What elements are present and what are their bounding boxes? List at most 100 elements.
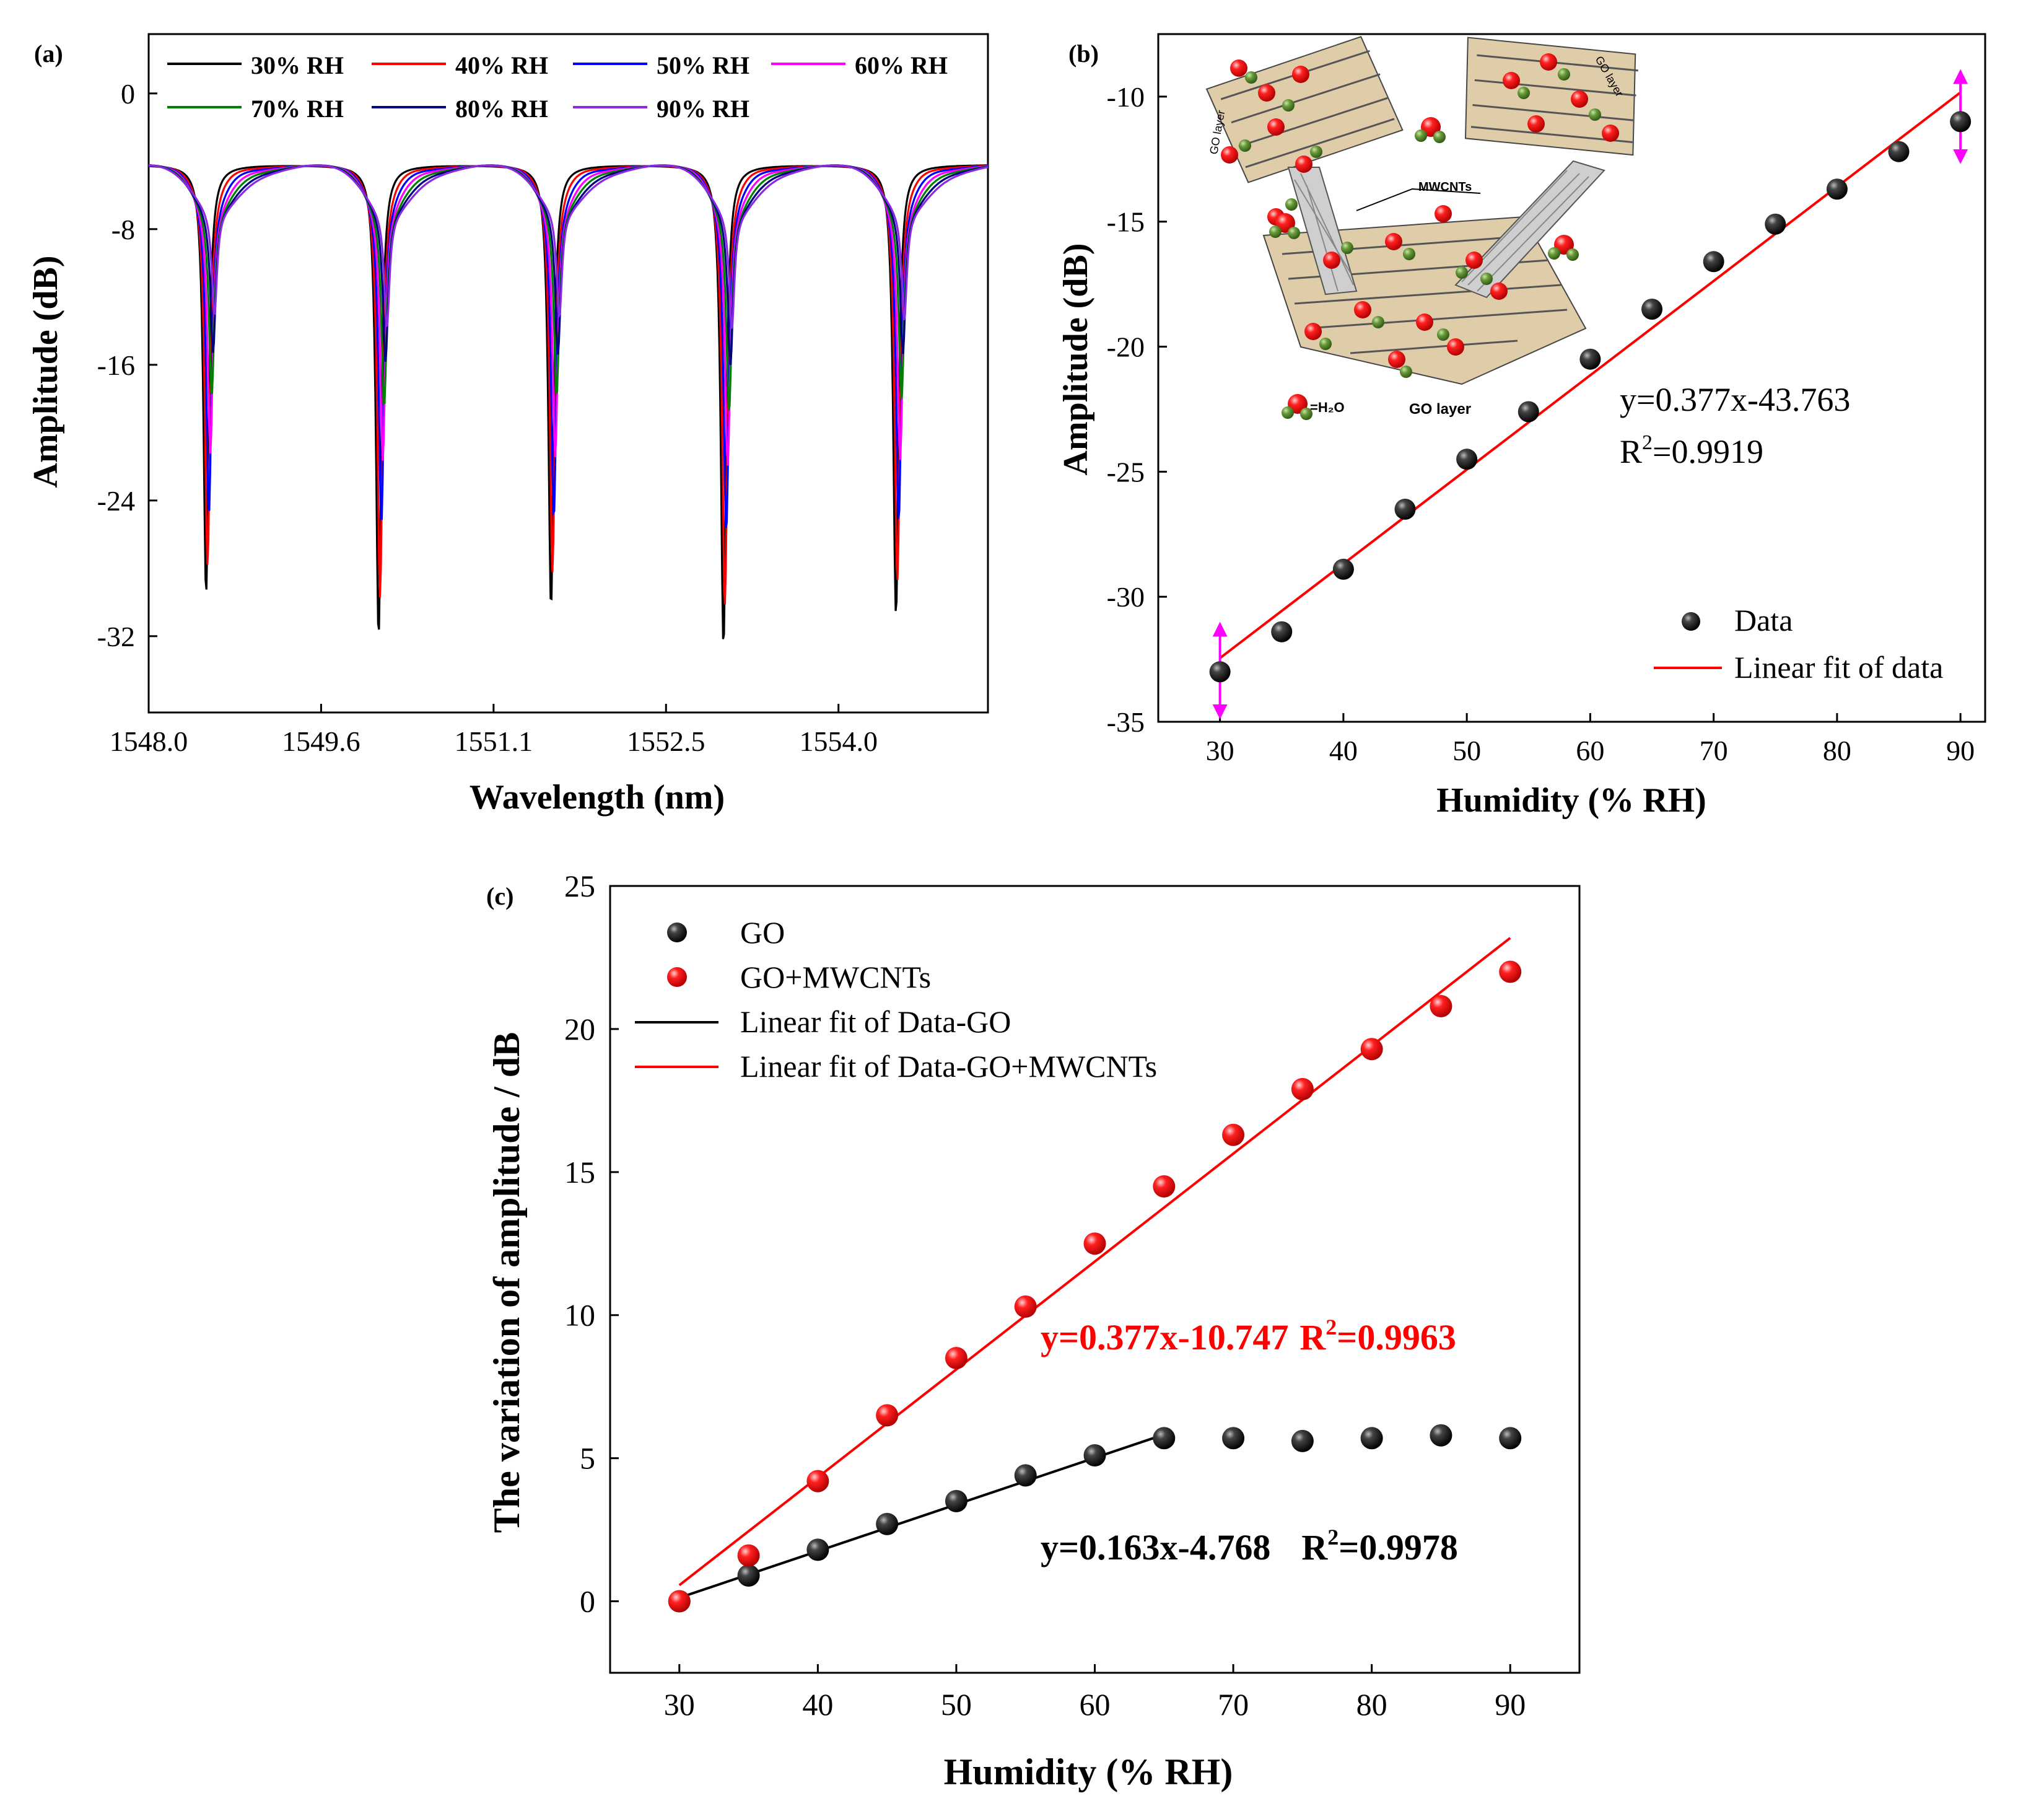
c-go-mwcnts-point xyxy=(668,1590,691,1613)
inset-oxygen-atom xyxy=(1221,146,1238,164)
inset-hydrogen-atom xyxy=(1400,366,1412,378)
inset-hydrogen-atom xyxy=(1437,328,1449,341)
inset-water-hydrogen xyxy=(1548,247,1560,260)
inset-hydrogen-atom xyxy=(1245,71,1257,84)
b-xtick-label: 80 xyxy=(1823,735,1851,766)
c-ytick-label: 10 xyxy=(564,1298,595,1333)
b-ytick-label: -25 xyxy=(1107,456,1145,488)
b-data-point xyxy=(1641,299,1663,320)
panel-a-lines xyxy=(149,164,988,639)
mwcnt-pointer-lines xyxy=(1356,188,1481,211)
panel-a-legend: 30% RH 40% RH 50% RH 60% RH 70% RH 80% RH 90% … xyxy=(167,51,948,123)
panel-b: (b) xyxy=(1057,33,1986,820)
c-xtick-label: 50 xyxy=(941,1687,972,1722)
a-line-30rh xyxy=(149,164,988,639)
inset-oxygen-atom xyxy=(1388,351,1405,368)
c-xtick-label: 30 xyxy=(664,1687,695,1722)
panel-c-red-r2-base: R xyxy=(1299,1317,1326,1357)
panel-c-x-ticks: 30 40 50 60 70 80 90 xyxy=(664,1664,1526,1722)
panel-a-x-ticks: 1548.0 1549.6 1551.1 1552.5 1554.0 xyxy=(110,704,878,757)
inset-oxygen-atom xyxy=(1304,323,1322,340)
inset-oxygen-atom xyxy=(1465,252,1483,269)
inset-hydrogen-atom xyxy=(1403,248,1415,260)
b-data-point xyxy=(1579,348,1601,370)
c-go-mwcnts-point xyxy=(1499,960,1522,983)
b-data-point xyxy=(1271,621,1293,642)
inset-oxygen-atom xyxy=(1571,90,1588,108)
c-go-point xyxy=(1360,1427,1383,1450)
panel-a-y-ticks: 0 -8 -16 -24 -32 xyxy=(97,78,157,652)
legend-c-go-mwcnts-fit-label: Linear fit of Data-GO+MWCNTs xyxy=(740,1049,1157,1084)
c-xtick-label: 80 xyxy=(1356,1687,1387,1722)
c-go-mwcnts-point xyxy=(1153,1175,1176,1198)
panel-c-red-eq-text: y=0.377x-10.747 xyxy=(1041,1317,1288,1357)
c-go-mwcnts-point xyxy=(1014,1295,1037,1318)
c-ytick-label: 5 xyxy=(580,1441,595,1476)
legend-c-go-label: GO xyxy=(740,915,785,950)
c-go-point xyxy=(1153,1427,1176,1450)
inset-oxygen-atom xyxy=(1323,252,1340,269)
panel-c: (c) 0 5 10 15 20 25 30 40 50 60 70 80 90 GO GO+MWCN… xyxy=(486,869,1581,1792)
b-data-point xyxy=(1950,111,1972,133)
inset-hydrogen-atom xyxy=(1285,198,1298,211)
c-go-mwcnts-point xyxy=(1083,1232,1106,1255)
inset-hydrogen-atom xyxy=(1239,139,1251,152)
c-go-point xyxy=(1014,1464,1037,1487)
inset-label-go-bottom: GO layer xyxy=(1409,401,1471,418)
inset-hydrogen-atom xyxy=(1341,242,1353,254)
inset-oxygen-atom xyxy=(1503,72,1520,89)
go-sheet-top-right xyxy=(1464,37,1638,156)
c-go-point xyxy=(876,1512,899,1535)
inset-oxygen-atom xyxy=(1435,205,1452,222)
inset-oxygen-atom xyxy=(1416,313,1433,331)
c-go-point xyxy=(1430,1424,1452,1447)
inset-oxygen-atom xyxy=(1258,84,1275,102)
a-legend-label: 40% RH xyxy=(455,51,548,79)
b-ytick-label: -10 xyxy=(1107,81,1145,113)
legend-c-go-mwcnts-marker xyxy=(667,967,687,987)
c-xtick-label: 40 xyxy=(802,1687,833,1722)
c-ytick-label: 20 xyxy=(564,1012,595,1046)
c-go-mwcnts-point xyxy=(1360,1038,1383,1061)
a-legend-label: 70% RH xyxy=(251,95,344,123)
panel-b-label: (b) xyxy=(1068,40,1099,68)
panel-c-red-equation: y=0.377x-10.747 R2=0.9963 xyxy=(1041,1315,1456,1357)
a-legend-label: 60% RH xyxy=(855,51,948,79)
c-ytick-label: 0 xyxy=(580,1584,595,1619)
inset-water-hydrogen xyxy=(1269,226,1282,238)
panel-b-r2-base: R xyxy=(1620,433,1642,470)
panel-a-x-axis-label: Wavelength (nm) xyxy=(470,778,725,817)
a-legend-label: 80% RH xyxy=(455,95,548,123)
b-data-point xyxy=(1518,401,1539,423)
inset-hydrogen-atom xyxy=(1480,273,1493,285)
b-xtick-label: 70 xyxy=(1700,735,1728,766)
a-legend-label: 30% RH xyxy=(251,51,344,79)
inset-oxygen-atom xyxy=(1602,125,1619,142)
panel-b-r2-sup: 2 xyxy=(1642,431,1653,454)
inset-water-hydrogen xyxy=(1288,227,1300,239)
inset-oxygen-atom xyxy=(1540,53,1557,71)
inset-label-mwcnts: MWCNTs xyxy=(1418,180,1472,194)
legend-b-data-label: Data xyxy=(1734,603,1793,638)
b-xtick-label: 60 xyxy=(1576,735,1604,766)
panel-c-legend: GO GO+MWCNTs Linear fit of Data-GO Linea… xyxy=(635,915,1157,1084)
a-ytick-label: -16 xyxy=(97,349,135,381)
panel-c-black-r2-value: =0.9978 xyxy=(1339,1527,1458,1567)
panel-c-label: (c) xyxy=(486,882,513,910)
panel-c-x-axis-label: Humidity (% RH) xyxy=(944,1751,1233,1792)
a-ytick-label: 0 xyxy=(121,78,135,110)
inset-oxygen-atom xyxy=(1447,338,1464,356)
panel-b-plot-frame xyxy=(1157,33,1986,723)
legend-b-data-marker xyxy=(1682,612,1700,631)
panel-b-x-ticks: 30 40 50 60 70 80 90 xyxy=(1206,713,1975,766)
inset-oxygen-atom xyxy=(1267,118,1285,136)
inset-hydrogen-atom xyxy=(1558,68,1570,81)
inset-atoms xyxy=(1221,53,1619,420)
c-xtick-label: 90 xyxy=(1495,1687,1526,1722)
inset-oxygen-atom xyxy=(1295,156,1312,173)
panel-b-equation: y=0.377x-43.763 xyxy=(1620,381,1850,418)
panel-b-r2: R2=0.9919 xyxy=(1620,431,1763,470)
inset-hydrogen-atom xyxy=(1456,266,1468,279)
c-ytick-label: 25 xyxy=(564,869,595,903)
inset-water-hydrogen xyxy=(1566,248,1579,261)
